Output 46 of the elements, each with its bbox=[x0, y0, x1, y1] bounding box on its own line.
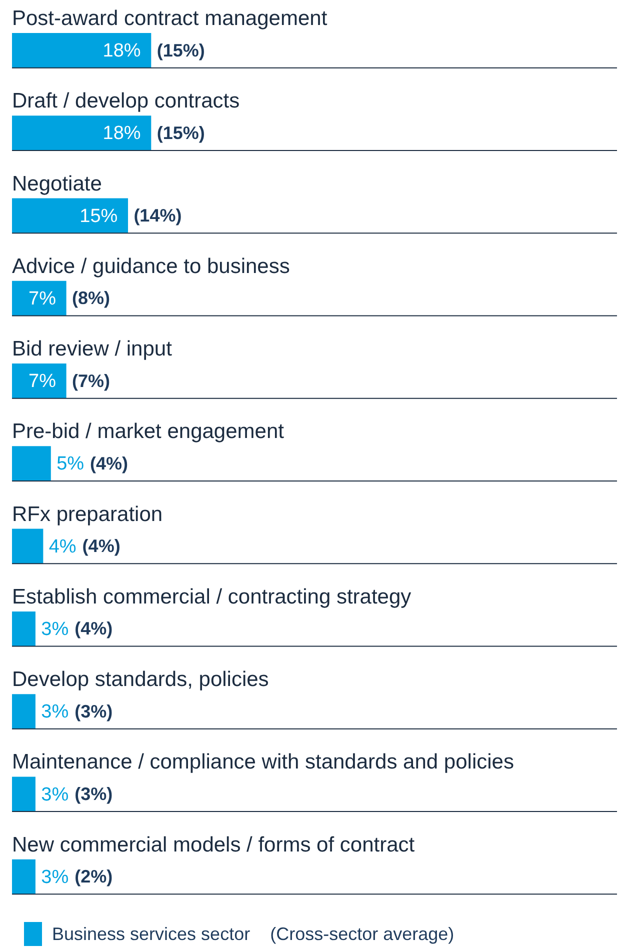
annotation: (7%) bbox=[72, 370, 110, 391]
data-label: 3% bbox=[41, 702, 69, 723]
bar bbox=[12, 32, 152, 68]
text: (Cross-sector average) bbox=[270, 924, 454, 944]
bar bbox=[12, 611, 36, 646]
data-label: 18% bbox=[102, 40, 141, 62]
y-tick-label: Bid review / input bbox=[12, 338, 172, 361]
bar bbox=[12, 694, 36, 729]
text: (15%) bbox=[156, 40, 205, 60]
data-label: 3% bbox=[41, 619, 69, 640]
text: (15%) bbox=[156, 122, 205, 143]
y-tick-label: Negotiate bbox=[12, 172, 102, 196]
bar bbox=[12, 776, 36, 812]
annotation: (3%) bbox=[74, 701, 113, 722]
y-tick-label: New commercial models / forms of contract bbox=[12, 833, 415, 856]
y-tick-label: Maintenance / compliance with standards and policies bbox=[12, 750, 514, 774]
bar bbox=[12, 364, 66, 398]
y-tick-label: Establish commercial / contracting strategy bbox=[12, 585, 412, 608]
data-label: 4% bbox=[48, 536, 76, 558]
bar bbox=[12, 198, 128, 233]
bar bbox=[12, 280, 66, 316]
annotation: (4%) bbox=[90, 453, 128, 474]
annotation: (4%) bbox=[82, 536, 120, 556]
data-label: 15% bbox=[80, 206, 118, 227]
bar bbox=[12, 446, 51, 481]
data-label: 18% bbox=[102, 123, 141, 144]
data-label: 5% bbox=[56, 454, 84, 475]
bar bbox=[12, 116, 152, 150]
data-label: 3% bbox=[41, 784, 69, 806]
y-tick-label: Pre-bid / market engagement bbox=[12, 420, 284, 444]
data-label: 7% bbox=[28, 371, 56, 392]
y-tick-label: RFx preparation bbox=[12, 502, 163, 526]
annotation: (14%) bbox=[134, 206, 182, 226]
annotation: (2%) bbox=[74, 866, 113, 887]
legend-label: Business services sector bbox=[52, 924, 250, 944]
y-tick-label: Advice / guidance to business bbox=[12, 254, 290, 278]
y-tick-label: Draft / develop contracts bbox=[12, 90, 240, 113]
bar bbox=[12, 859, 36, 894]
annotation: (3%) bbox=[74, 784, 113, 804]
data-label: 7% bbox=[28, 288, 56, 310]
y-tick-label: Post-award contract management bbox=[12, 7, 328, 30]
annotation: (4%) bbox=[74, 618, 113, 639]
bar bbox=[12, 528, 44, 564]
annotation: (8%) bbox=[72, 288, 110, 308]
y-tick-label: Develop standards, policies bbox=[12, 668, 269, 692]
data-label: 3% bbox=[41, 866, 69, 888]
